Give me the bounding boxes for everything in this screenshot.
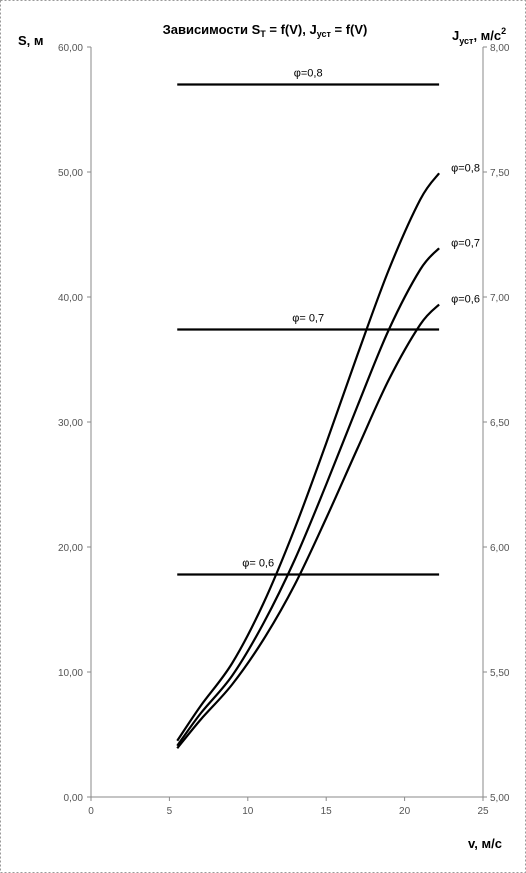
y-tick-label: 20,00	[58, 543, 83, 554]
x-tick-label: 25	[477, 806, 489, 817]
y2-tick-label: 7,50	[490, 168, 510, 179]
series-label-s-0: φ=0,8	[451, 162, 480, 174]
y-tick-label: 30,00	[58, 418, 83, 429]
y2-tick-label: 7,00	[490, 293, 510, 304]
series-line-s-2	[176, 303, 440, 749]
axes: 0,00 10,00 20,00 30,00 40,00 50,00 60,00 5,00 5,…	[58, 43, 510, 817]
y-tick-label: 10,00	[58, 668, 83, 679]
y2-axis-title: Jуст, м/с2	[452, 26, 506, 46]
y2-tick-label: 5,50	[490, 668, 510, 679]
series-line-s-0	[176, 172, 440, 742]
y-tick-label: 0,00	[64, 793, 84, 804]
y2-tick-label: 5,00	[490, 793, 510, 804]
series-label-s-2: φ=0,6	[451, 294, 480, 306]
y2-tick-label: 6,50	[490, 418, 510, 429]
y2-tick-label: 6,00	[490, 543, 510, 554]
x-tick-label: 15	[321, 806, 333, 817]
chart-title: Зависимости SТ = f(V), Jуст = f(V)	[163, 22, 368, 39]
y-tick-label: 60,00	[58, 43, 83, 54]
x-tick-label: 5	[167, 806, 173, 817]
series-line-s-1	[176, 247, 440, 747]
y-tick-label: 40,00	[58, 293, 83, 304]
series-label-s-1: φ=0,7	[451, 237, 480, 249]
series-layer	[176, 83, 440, 749]
x-tick-label: 10	[242, 806, 254, 817]
y-axis-title: S, м	[18, 33, 44, 48]
y-tick-label: 50,00	[58, 168, 83, 179]
x-axis-title: v, м/с	[468, 836, 502, 851]
y2-tick-label: 8,00	[490, 43, 510, 54]
series-label-j-3: φ=0,8	[294, 68, 323, 80]
series-labels: φ=0,8 φ=0,7 φ=0,6 φ=0,8 φ= 0,7 φ= 0,6	[242, 68, 480, 570]
x-tick-label: 20	[399, 806, 411, 817]
series-label-j-4: φ= 0,7	[292, 313, 324, 325]
series-label-j-5: φ= 0,6	[242, 558, 274, 570]
x-tick-label: 0	[88, 806, 94, 817]
